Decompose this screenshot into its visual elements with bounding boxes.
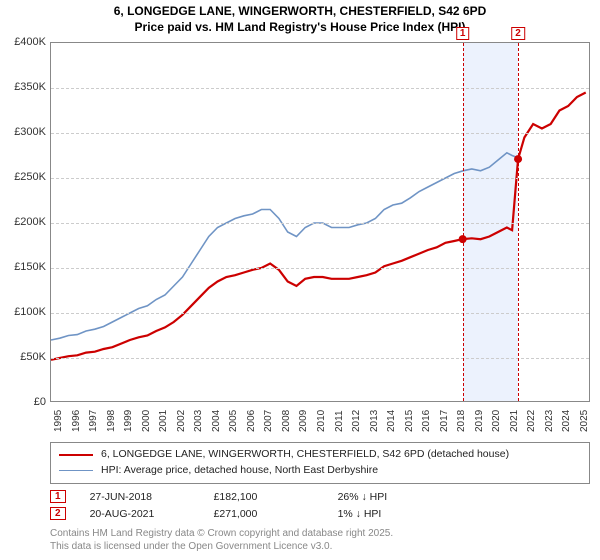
sale-badge: 2 (50, 507, 66, 520)
x-tick-label: 1998 (106, 410, 117, 432)
y-tick-label: £200K (14, 216, 46, 228)
y-tick-label: £50K (20, 351, 46, 363)
x-tick-label: 2002 (176, 410, 187, 432)
x-tick-label: 1997 (88, 410, 99, 432)
vline (463, 43, 464, 401)
x-tick-label: 2017 (439, 410, 450, 432)
sale-delta: 26% ↓ HPI (338, 491, 438, 503)
sale-badge: 1 (50, 490, 66, 503)
y-tick-label: £400K (14, 36, 46, 48)
title-line-2: Price paid vs. HM Land Registry's House … (0, 20, 600, 36)
x-tick-label: 2023 (544, 410, 555, 432)
y-tick-label: £0 (34, 396, 46, 408)
sale-date: 20-AUG-2021 (90, 508, 190, 520)
x-tick-label: 2007 (263, 410, 274, 432)
x-tick-label: 2000 (141, 410, 152, 432)
legend-row-property: 6, LONGEDGE LANE, WINGERWORTH, CHESTERFI… (59, 447, 581, 463)
x-tick-label: 2015 (404, 410, 415, 432)
chart-container: 6, LONGEDGE LANE, WINGERWORTH, CHESTERFI… (0, 0, 600, 560)
legend-row-hpi: HPI: Average price, detached house, Nort… (59, 463, 581, 479)
x-tick-label: 2013 (369, 410, 380, 432)
x-tick-label: 1996 (71, 410, 82, 432)
footer-line-2: This data is licensed under the Open Gov… (50, 541, 393, 554)
x-tick-label: 2016 (421, 410, 432, 432)
legend-label-hpi: HPI: Average price, detached house, Nort… (101, 463, 378, 479)
sale-price: £271,000 (214, 508, 314, 520)
x-tick-label: 2003 (193, 410, 204, 432)
x-tick-label: 2018 (456, 410, 467, 432)
y-gridline (51, 223, 589, 224)
x-tick-label: 2001 (158, 410, 169, 432)
x-tick-label: 2024 (561, 410, 572, 432)
x-tick-label: 2006 (246, 410, 257, 432)
x-tick-label: 1999 (123, 410, 134, 432)
x-tick-label: 2014 (386, 410, 397, 432)
y-gridline (51, 313, 589, 314)
x-tick-label: 2004 (211, 410, 222, 432)
plot-area: 12 (50, 42, 590, 402)
x-tick-label: 2009 (298, 410, 309, 432)
x-tick-label: 2025 (579, 410, 590, 432)
y-gridline (51, 268, 589, 269)
series-line-hpi (51, 153, 519, 340)
sale-row: 2 20-AUG-2021 £271,000 1% ↓ HPI (50, 505, 590, 522)
sale-rows: 1 27-JUN-2018 £182,100 26% ↓ HPI 2 20-AUG-202… (50, 488, 590, 522)
x-tick-label: 2005 (228, 410, 239, 432)
y-tick-label: £300K (14, 126, 46, 138)
legend-label-property: 6, LONGEDGE LANE, WINGERWORTH, CHESTERFI… (101, 447, 509, 463)
x-tick-label: 2022 (526, 410, 537, 432)
y-gridline (51, 178, 589, 179)
footer-line-1: Contains HM Land Registry data © Crown c… (50, 528, 393, 541)
x-tick-label: 2019 (474, 410, 485, 432)
x-tick-label: 2010 (316, 410, 327, 432)
vline (518, 43, 519, 401)
legend-swatch-hpi (59, 470, 93, 471)
vline-label: 1 (456, 27, 470, 40)
y-tick-label: £150K (14, 261, 46, 273)
title-line-1: 6, LONGEDGE LANE, WINGERWORTH, CHESTERFI… (0, 4, 600, 20)
vline-label: 2 (511, 27, 525, 40)
y-gridline (51, 88, 589, 89)
y-tick-label: £100K (14, 306, 46, 318)
chart-title: 6, LONGEDGE LANE, WINGERWORTH, CHESTERFI… (0, 0, 600, 35)
sale-date: 27-JUN-2018 (90, 491, 190, 503)
x-tick-label: 2011 (334, 410, 345, 432)
sale-delta: 1% ↓ HPI (338, 508, 438, 520)
sale-price: £182,100 (214, 491, 314, 503)
x-tick-label: 2008 (281, 410, 292, 432)
y-gridline (51, 133, 589, 134)
y-gridline (51, 358, 589, 359)
x-tick-label: 2020 (491, 410, 502, 432)
sale-row: 1 27-JUN-2018 £182,100 26% ↓ HPI (50, 488, 590, 505)
y-tick-label: £350K (14, 81, 46, 93)
y-tick-label: £250K (14, 171, 46, 183)
x-tick-label: 2021 (509, 410, 520, 432)
footer-note: Contains HM Land Registry data © Crown c… (50, 528, 393, 553)
x-tick-label: 2012 (351, 410, 362, 432)
x-tick-label: 1995 (53, 410, 64, 432)
legend: 6, LONGEDGE LANE, WINGERWORTH, CHESTERFI… (50, 442, 590, 484)
legend-swatch-property (59, 454, 93, 456)
